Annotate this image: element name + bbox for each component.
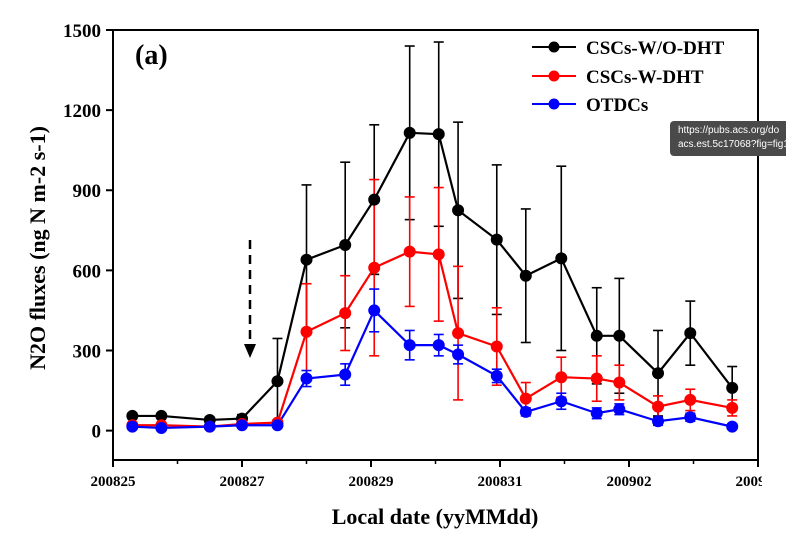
data-point: [613, 329, 626, 342]
data-point: [368, 304, 381, 317]
data-point: [726, 420, 739, 433]
data-point: [613, 376, 626, 389]
legend-label-csc-w-dht: CSCs-W-DHT: [586, 67, 704, 88]
data-point: [300, 372, 313, 385]
data-point: [555, 395, 568, 408]
data-point: [652, 367, 665, 380]
data-point: [613, 403, 626, 416]
panel-label: (a): [135, 40, 168, 71]
y-tick-label: 1200: [63, 101, 101, 122]
data-point: [726, 381, 739, 394]
data-point: [590, 372, 603, 385]
url-tooltip: https://pubs.acs.org/do acs.est.5c17068?…: [670, 121, 786, 156]
x-tick-label: 200825: [91, 474, 136, 490]
data-point: [432, 128, 445, 141]
legend-item-otdcs: OTDCs: [532, 95, 648, 116]
data-point: [452, 348, 465, 361]
x-tick-label: 200831: [478, 474, 523, 490]
data-point: [432, 248, 445, 261]
data-point: [652, 415, 665, 428]
data-point: [726, 401, 739, 414]
data-point: [519, 392, 532, 405]
right-edge-strip: [762, 0, 786, 546]
data-point: [368, 193, 381, 206]
dashed-arrow: [244, 240, 256, 358]
legend-label-csc-wo-dht: CSCs-W/O-DHT: [586, 38, 725, 59]
x-tick-label: 200827: [220, 474, 266, 490]
data-point: [684, 411, 697, 424]
y-tick-label: 1500: [63, 21, 101, 42]
series-line-1: [132, 250, 733, 428]
series-line-0: [132, 131, 734, 422]
data-point: [236, 419, 248, 432]
data-point: [368, 261, 381, 274]
y-tick-label: 900: [73, 181, 102, 202]
data-point: [490, 340, 503, 353]
series-line-2: [132, 308, 733, 430]
tooltip-line-2: acs.est.5c17068?fig=fig1: [678, 139, 786, 150]
data-point: [555, 371, 568, 384]
data-point: [452, 204, 465, 217]
y-tick-label: 0: [92, 422, 102, 443]
data-point: [490, 369, 503, 382]
y-tick-label: 600: [73, 261, 102, 282]
data-point: [590, 407, 603, 420]
data-point: [271, 419, 284, 432]
y-axis-title: N2O fluxes (ng N m-2 s-1): [25, 126, 50, 370]
data-point: [300, 325, 313, 338]
data-point: [432, 339, 445, 352]
data-point: [555, 252, 568, 265]
data-point: [339, 307, 352, 320]
data-point: [203, 420, 216, 433]
tooltip-line-1: https://pubs.acs.org/do: [678, 125, 780, 136]
data-point: [300, 253, 313, 266]
data-point: [490, 233, 503, 246]
data-point: [519, 405, 532, 418]
data-point: [126, 420, 139, 433]
data-point: [684, 327, 697, 340]
data-point: [403, 339, 416, 352]
data-point: [155, 421, 168, 434]
legend-item-csc-wo-dht: CSCs-W/O-DHT: [532, 38, 725, 59]
data-point: [590, 329, 603, 342]
legend-label-otdcs: OTDCs: [586, 95, 648, 116]
x-axis-title: Local date (yyMMdd): [332, 504, 539, 529]
data-point: [339, 239, 352, 251]
data-point: [652, 400, 665, 413]
data-point: [339, 368, 352, 381]
data-point: [452, 327, 465, 340]
legend: CSCs-W/O-DHT CSCs-W-DHT OTDCs: [532, 38, 725, 116]
data-point: [519, 269, 532, 282]
data-point: [403, 126, 416, 139]
x-tick-label: 200902: [607, 474, 652, 490]
y-tick-label: 300: [73, 341, 102, 362]
data-point: [403, 245, 416, 258]
data-point: [271, 375, 284, 388]
data-point: [684, 393, 697, 406]
legend-item-csc-w-dht: CSCs-W-DHT: [532, 67, 704, 88]
x-tick-label: 200829: [349, 474, 394, 490]
